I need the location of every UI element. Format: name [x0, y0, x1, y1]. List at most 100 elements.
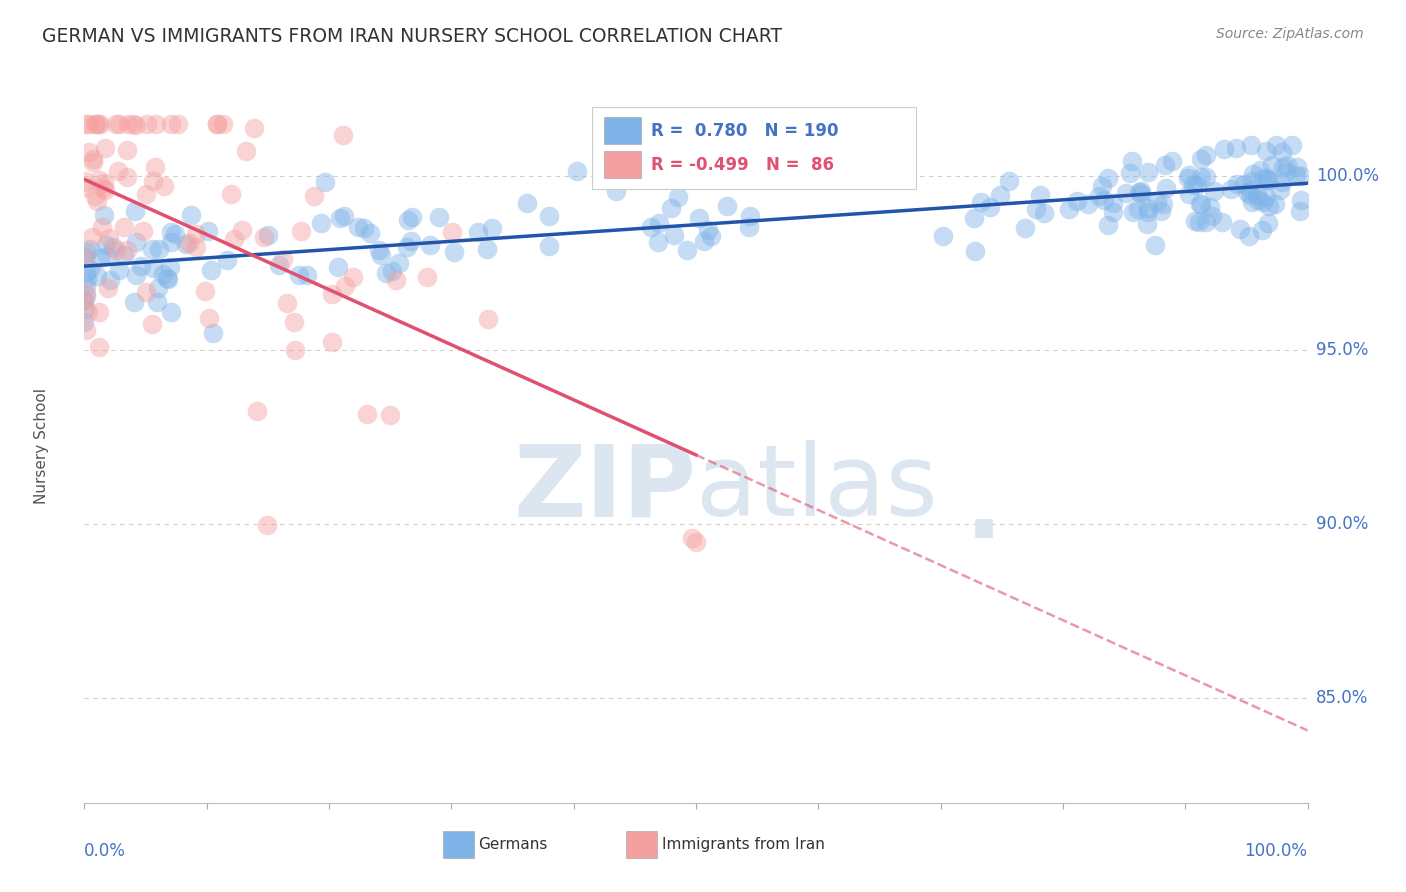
Point — [965, 244, 987, 259]
Point — [207, 117, 229, 131]
Point — [125, 118, 148, 132]
Point — [666, 190, 689, 204]
Point — [104, 244, 127, 258]
Point — [105, 117, 128, 131]
Point — [419, 238, 441, 252]
Point — [163, 227, 186, 242]
Point — [159, 225, 181, 239]
Point — [1236, 185, 1258, 199]
Text: 100.0%: 100.0% — [1316, 167, 1379, 186]
Point — [205, 117, 228, 131]
Text: Germans: Germans — [478, 838, 547, 852]
Point — [145, 117, 167, 131]
Point — [388, 256, 411, 270]
Point — [1286, 160, 1309, 174]
Point — [256, 518, 278, 533]
Point — [1233, 177, 1256, 191]
Point — [73, 293, 96, 307]
Point — [156, 271, 179, 285]
Point — [1077, 197, 1099, 211]
Point — [1014, 221, 1036, 235]
Point — [222, 232, 245, 246]
Point — [1097, 219, 1119, 233]
Point — [380, 409, 402, 423]
Point — [333, 278, 356, 293]
FancyBboxPatch shape — [605, 152, 641, 178]
Point — [648, 217, 671, 231]
Point — [1201, 209, 1223, 223]
Point — [356, 407, 378, 421]
Point — [1129, 185, 1152, 199]
Text: 0.0%: 0.0% — [84, 842, 127, 860]
Point — [75, 174, 97, 188]
Point — [396, 240, 419, 254]
Point — [738, 219, 761, 234]
Point — [1211, 215, 1233, 229]
Point — [132, 224, 155, 238]
Point — [87, 117, 110, 131]
Point — [1092, 194, 1115, 208]
Text: ZIP: ZIP — [513, 441, 696, 537]
Point — [440, 225, 463, 239]
Point — [353, 221, 375, 235]
Point — [1226, 178, 1249, 192]
Point — [82, 155, 104, 169]
Point — [86, 268, 108, 283]
Point — [1202, 184, 1225, 198]
Point — [198, 310, 221, 325]
Point — [129, 259, 152, 273]
Point — [75, 266, 97, 280]
Point — [76, 271, 98, 285]
Point — [96, 249, 118, 263]
Point — [416, 269, 439, 284]
Point — [148, 242, 170, 256]
Point — [396, 212, 419, 227]
Point — [125, 268, 148, 283]
Point — [76, 289, 98, 303]
Point — [75, 278, 97, 293]
Point — [675, 243, 697, 257]
Point — [329, 211, 352, 226]
Point — [1136, 204, 1159, 219]
Point — [370, 248, 392, 262]
Point — [1246, 188, 1268, 202]
Point — [1254, 190, 1277, 204]
Point — [288, 268, 311, 283]
Point — [125, 235, 148, 249]
Point — [1136, 201, 1159, 215]
Point — [82, 152, 104, 166]
Point — [142, 174, 165, 188]
Point — [537, 239, 560, 253]
Point — [481, 221, 503, 235]
Point — [179, 236, 201, 251]
Point — [359, 227, 381, 241]
Point — [141, 242, 163, 256]
Point — [290, 224, 312, 238]
Point — [117, 170, 139, 185]
Point — [640, 220, 662, 235]
Point — [257, 228, 280, 243]
Point — [1256, 173, 1278, 187]
Point — [1194, 148, 1216, 162]
Point — [321, 334, 343, 349]
Point — [184, 227, 207, 241]
Text: 95.0%: 95.0% — [1316, 342, 1368, 359]
Point — [1189, 152, 1212, 166]
Point — [246, 404, 269, 418]
Point — [124, 203, 146, 218]
Point — [477, 311, 499, 326]
Point — [153, 178, 176, 193]
Point — [242, 120, 264, 135]
Point — [1239, 188, 1261, 202]
Point — [217, 253, 239, 268]
Point — [647, 235, 669, 249]
Point — [1091, 179, 1114, 194]
Point — [75, 117, 97, 131]
Point — [1154, 158, 1177, 172]
Point — [314, 175, 336, 189]
Point — [970, 194, 993, 209]
Point — [740, 209, 762, 223]
Point — [401, 211, 423, 225]
Point — [1129, 186, 1152, 201]
Point — [1121, 154, 1143, 169]
